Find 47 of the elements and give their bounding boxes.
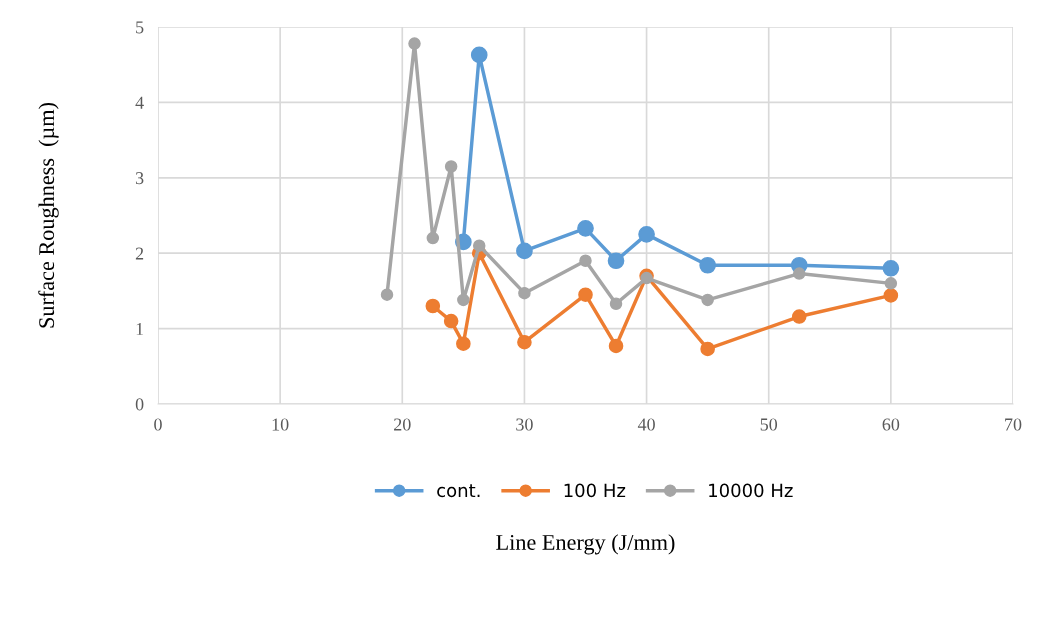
point [516,242,533,260]
x-tick-label: 70 [1005,418,1022,431]
legend-label: 100 Hz [564,483,626,498]
point [578,287,593,302]
point [518,286,531,300]
point [380,288,394,301]
point [426,231,440,245]
point [701,293,714,307]
y-axis-title: Surface Roughness (µm) [38,103,59,328]
point [882,259,900,277]
y-tick-label: 0 [135,398,144,411]
point [470,46,488,64]
y-tick-label: 3 [135,172,144,185]
x-tick-label: 0 [154,418,162,431]
x-tick-label: 60 [882,418,900,431]
point [443,313,459,329]
point [456,336,471,351]
point [425,298,441,314]
point [608,338,624,354]
y-tick-label: 1 [136,322,144,335]
point [609,297,623,310]
x-tick-label: 50 [760,418,778,431]
legend-label: 10000 Hz [709,483,793,498]
x-tick-label: 20 [394,418,411,431]
point [699,256,716,274]
point [638,226,655,243]
point [792,267,806,280]
point [700,341,715,357]
point [457,293,470,307]
point [444,160,458,173]
x-tick-label: 10 [272,418,289,431]
x-tick-label: 30 [516,418,533,431]
point [607,252,625,270]
point [883,288,899,303]
point [408,37,421,50]
y-tick-label: 4 [135,96,144,109]
x-tick-label: 40 [637,418,655,431]
point [884,277,898,290]
point [579,254,592,267]
x-axis-title: Line Energy (J/mm) [496,534,675,555]
point [791,309,807,324]
point [517,334,532,350]
legend-label: cont. [437,484,480,498]
point [577,219,594,237]
y-tick-label: 5 [136,21,144,34]
point [472,239,486,252]
y-tick-label: 2 [135,247,144,260]
